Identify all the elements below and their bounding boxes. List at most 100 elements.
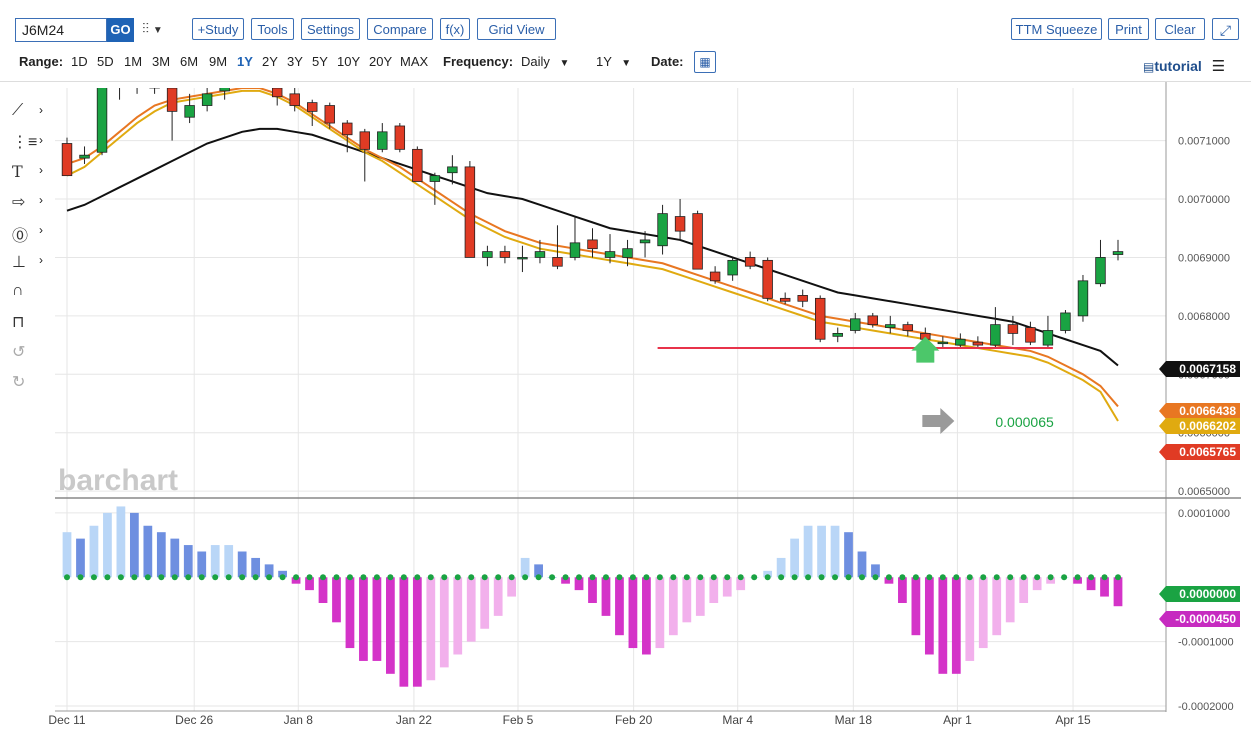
time-tick-label: Jan 8 [284,713,314,727]
candle-body [429,175,441,182]
histogram-bar [264,564,274,578]
histogram-bar [924,577,934,655]
range-bar: Range: 1D 5D 1M 3M 6M 9M 1Y 2Y 3Y 5Y 10Y… [0,50,1251,76]
chart-type-dropdown[interactable]: ⫶⫶ ▼ [142,20,163,37]
range-5d[interactable]: 5D [97,54,114,69]
histogram-bar [224,545,234,578]
candle-body [132,70,142,79]
calendar-icon[interactable]: ▦ [694,51,716,73]
range-10y[interactable]: 10Y [337,54,361,69]
time-tick-label: Mar 4 [722,713,753,727]
range-6m[interactable]: 6M [180,54,199,69]
squeeze-dot [912,574,919,581]
compare-button[interactable]: Compare [367,18,433,40]
price-tick-label: 0.0071000 [1178,136,1230,148]
text-tool[interactable]: T › [12,162,46,184]
squeeze-dot [751,574,758,581]
menu-icon[interactable]: ☰ [1211,58,1226,75]
squeeze-dot [77,574,84,581]
squeeze-dot [953,574,960,581]
ttm-squeeze-button[interactable]: TTM Squeeze [1011,18,1102,40]
candle-body [727,259,738,276]
line-icon: ⟋ [12,102,24,119]
range-1d[interactable]: 1D [71,54,88,69]
settings-button[interactable]: Settings [301,18,360,40]
symbol-input[interactable] [15,18,107,42]
range-3m[interactable]: 3M [152,54,171,69]
toolbar-divider [0,81,1251,82]
circle-icon: ⓪ [12,228,29,245]
arrow-tool[interactable]: ⇨ › [12,192,46,214]
histogram-bar [709,577,719,603]
grid-view-button[interactable]: Grid View [477,18,556,40]
histogram-bar [790,538,799,578]
measure-tool[interactable]: ⊥ › [12,252,46,274]
squeeze-dot [1007,574,1014,581]
candle-body [990,324,1001,346]
histogram-bar [722,577,732,597]
redo-button[interactable]: ↻ [12,372,46,394]
squeeze-dot [225,574,232,581]
squeeze-dot [576,574,583,581]
shape-tool[interactable]: ⓪ › [12,222,46,245]
squeeze-dot [279,574,286,581]
magnet-tool[interactable]: ∩ [12,282,46,304]
range-3y[interactable]: 3Y [287,54,303,69]
candle-body [307,102,318,112]
period-dropdown[interactable]: 1Y ▼ [596,54,632,69]
squeeze-dot [64,574,70,581]
squeeze-dot [562,574,569,581]
range-5y[interactable]: 5Y [312,54,328,69]
frequency-dropdown[interactable]: Daily ▼ [521,54,570,69]
squeeze-dot [508,574,515,581]
range-2y[interactable]: 2Y [262,54,278,69]
range-1y[interactable]: 1Y [237,54,253,69]
histogram-bar [129,512,139,578]
histogram-bar [776,557,786,578]
fibonacci-tool[interactable]: ⋮≡ › [12,132,46,154]
undo-button[interactable]: ↺ [12,342,46,364]
candle-body [1095,257,1106,285]
histogram-bar [682,577,692,623]
histogram-bar [1019,577,1029,603]
histogram-bar [655,577,665,649]
expand-icon[interactable]: ⤢ [1212,18,1239,40]
candle-body [972,341,984,346]
candle-body [1112,251,1124,255]
trend-line-tool[interactable]: ⟋ › [12,102,46,124]
histogram-bar [386,577,395,674]
range-20y[interactable]: 20Y [369,54,393,69]
squeeze-dot [1088,574,1095,581]
go-button[interactable]: GO [107,18,134,42]
function-button[interactable]: f(x) [440,18,470,40]
frequency-label: Frequency: [443,54,514,69]
clear-button[interactable]: Clear [1155,18,1205,40]
measure-icon: ⊥ [12,254,26,271]
time-tick-label: Apr 1 [943,713,972,727]
range-max[interactable]: MAX [400,54,429,69]
histogram-bar [574,577,584,591]
annotation-label: 0.000065 [995,414,1054,430]
time-tick-label: Dec 26 [175,713,213,727]
print-button[interactable]: Print [1108,18,1149,40]
squeeze-dot [333,574,340,581]
squeeze-dot [320,574,327,581]
histogram-last-badge: -0.0000450 [1159,611,1240,627]
chevron-right-icon: › [39,253,43,267]
squeeze-dot [724,574,731,581]
range-9m[interactable]: 9M [209,54,228,69]
add-study-button[interactable]: +Study [192,18,244,40]
histogram-bar [210,545,220,578]
tools-button[interactable]: Tools [251,18,294,40]
chevron-right-icon: › [39,133,43,147]
squeeze-dot [791,574,798,581]
histogram-bar [143,525,153,578]
histogram-bar [305,577,314,591]
range-1m[interactable]: 1M [124,54,143,69]
squeeze-dot [468,574,475,581]
lock-tool[interactable]: ⊓ [12,312,46,334]
tutorial-link[interactable]: ▤tutorial ☰ [1143,58,1226,75]
histogram-bar [332,577,341,623]
histogram-bar [156,532,166,578]
